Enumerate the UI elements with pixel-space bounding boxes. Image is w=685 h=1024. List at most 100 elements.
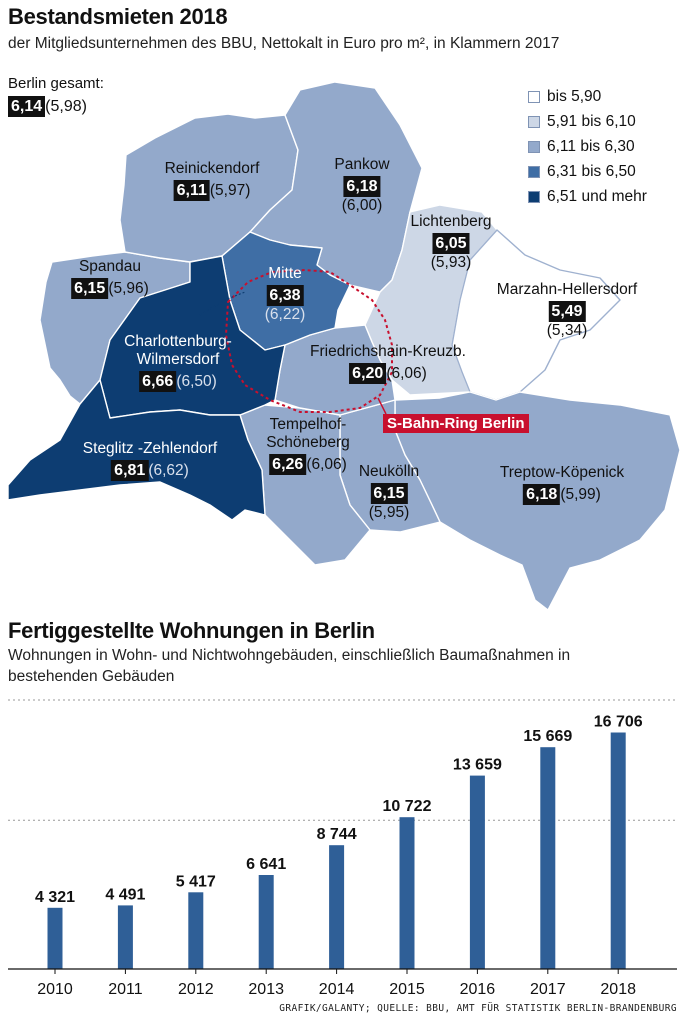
district-label: Charlottenburg- Wilmersdorf 6,66 (6,50) [124, 333, 232, 392]
district-value-row: 6,20 (6,06) [310, 363, 466, 384]
district-prev: (6,22) [264, 306, 306, 323]
district-label: Mitte 6,38 (6,22) [265, 265, 306, 324]
district-label: Tempelhof- Schöneberg 6,26 (6,06) [266, 416, 350, 475]
district-prev: (5,93) [430, 254, 472, 271]
district-prev: (5,97) [209, 182, 251, 199]
legend-swatch [528, 140, 540, 153]
district-value-row: 6,15 [359, 483, 419, 504]
district-name: Tempelhof- Schöneberg [266, 416, 350, 451]
source-note: GRAFIK/GALANTY; QUELLE: BBU, AMT FÜR STA… [279, 1003, 677, 1014]
legend-label: 6,51 und mehr [547, 187, 647, 205]
district-value-row: 6,18 (5,99) [500, 484, 624, 505]
x-tick-label: 2011 [108, 981, 143, 998]
mitte-inner-boundary [199, 291, 246, 316]
legend-label: 6,11 bis 6,30 [547, 137, 635, 155]
district-value-row: 6,66 (6,50) [124, 371, 232, 392]
legend-item: 6,11 bis 6,30 [528, 134, 647, 159]
district-value-row: 6,11 (5,97) [165, 180, 260, 201]
district-prev: (6,00) [341, 197, 383, 214]
district-name: Mitte [268, 265, 302, 282]
district-label: Spandau 6,15 (5,96) [71, 258, 149, 299]
legend-label: bis 5,90 [547, 87, 602, 105]
legend-swatch [528, 190, 540, 203]
bar-2014 [329, 845, 345, 969]
district-label: Lichtenberg 6,05 (5,93) [410, 213, 491, 272]
bar-2015 [399, 817, 415, 969]
district-value: 6,05 [432, 233, 470, 254]
district-marzahn-hellersdorf [451, 229, 621, 401]
legend-item: 5,91 bis 6,10 [528, 109, 647, 134]
district-name: Spandau [78, 258, 142, 275]
district-name: Treptow-Köpenick [499, 464, 625, 481]
x-tick-label: 2013 [248, 981, 284, 998]
x-tick-label: 2010 [37, 981, 73, 998]
district-value: 6,38 [266, 285, 304, 306]
district-value: 6,18 [523, 484, 561, 505]
bar-value-label: 10 722 [383, 798, 432, 815]
bar-value-label: 13 659 [453, 757, 502, 774]
district-value: 6,15 [370, 483, 408, 504]
district-value: 5,49 [548, 301, 586, 322]
district-prev-row: (6,00) [334, 197, 389, 215]
legend-swatch [528, 165, 540, 178]
x-tick-label: 2015 [389, 981, 425, 998]
district-name: Charlottenburg- Wilmersdorf [124, 333, 232, 368]
x-tick-label: 2012 [178, 981, 214, 998]
district-label: Marzahn-Hellersdorf 5,49 (5,34) [497, 281, 637, 340]
bar-value-label: 8 744 [317, 826, 357, 843]
x-tick-label: 2017 [530, 981, 566, 998]
bar-2017 [540, 747, 556, 969]
district-value: 6,81 [111, 460, 149, 481]
x-tick-label: 2016 [460, 981, 496, 998]
chart-subtitle: Wohnungen in Wohn- und Nichtwohngebäuden… [8, 647, 571, 685]
bar-2010 [47, 907, 63, 969]
berlin-total-prev: (5,98) [45, 98, 87, 115]
district-value: 6,11 [173, 180, 210, 201]
district-label: Neukölln 6,15 (5,95) [359, 463, 419, 522]
district-value: 6,20 [349, 363, 387, 384]
bar-value-label: 5 417 [176, 873, 216, 890]
district-value: 6,66 [139, 371, 177, 392]
bar-2011 [117, 905, 133, 969]
district-prev-row: (5,34) [497, 322, 637, 340]
x-tick-label: 2018 [600, 981, 636, 998]
district-prev-row: (5,93) [410, 254, 491, 272]
berlin-total-label: Berlin gesamt: [8, 75, 104, 92]
district-prev: (6,62) [148, 462, 189, 479]
district-name: Friedrichshain-Kreuzb. [310, 343, 466, 360]
district-value-row: 6,18 [334, 176, 389, 197]
district-name: Neukölln [358, 463, 420, 480]
district-value-row: 6,15 (5,96) [71, 278, 149, 299]
district-prev-row: (6,22) [265, 306, 306, 324]
legend-label: 5,91 bis 6,10 [547, 112, 636, 130]
district-name: Lichtenberg [410, 213, 492, 230]
district-value-row: 6,38 [265, 285, 306, 306]
bar-value-label: 4 321 [35, 889, 75, 906]
district-prev: (6,50) [176, 373, 217, 390]
district-prev: (5,99) [560, 486, 601, 503]
district-label: Reinickendorf 6,11 (5,97) [165, 160, 260, 201]
district-label: Treptow-Köpenick 6,18 (5,99) [500, 464, 624, 505]
district-name: Steglitz -Zehlendorf [82, 440, 218, 457]
district-name: Marzahn-Hellersdorf [496, 281, 638, 298]
legend-item: bis 5,90 [528, 84, 647, 109]
bar-value-label: 4 491 [105, 886, 145, 903]
district-label: Friedrichshain-Kreuzb. 6,20 (6,06) [310, 343, 466, 384]
map-subtitle: der Mitgliedsunternehmen des BBU, Nettok… [8, 35, 560, 52]
sbahn-connector [377, 397, 387, 415]
district-prev: (5,95) [368, 504, 410, 521]
district-prev-row: (5,95) [359, 504, 419, 522]
chart-title: Fertiggestellte Wohnungen in Berlin [8, 618, 375, 643]
legend-item: 6,31 bis 6,50 [528, 159, 647, 184]
district-value: 6,15 [71, 278, 109, 299]
x-tick-label: 2014 [319, 981, 355, 998]
district-value: 6,18 [343, 176, 381, 197]
map-title: Bestandsmieten 2018 [8, 4, 228, 29]
district-value-row: 6,26 (6,06) [266, 454, 350, 475]
legend-swatch [528, 115, 540, 128]
district-prev: (6,06) [306, 456, 347, 473]
berlin-total-value-group: 6,14 (5,98) [8, 96, 87, 117]
district-value-row: 6,05 [410, 233, 491, 254]
district-value: 6,26 [269, 454, 307, 475]
